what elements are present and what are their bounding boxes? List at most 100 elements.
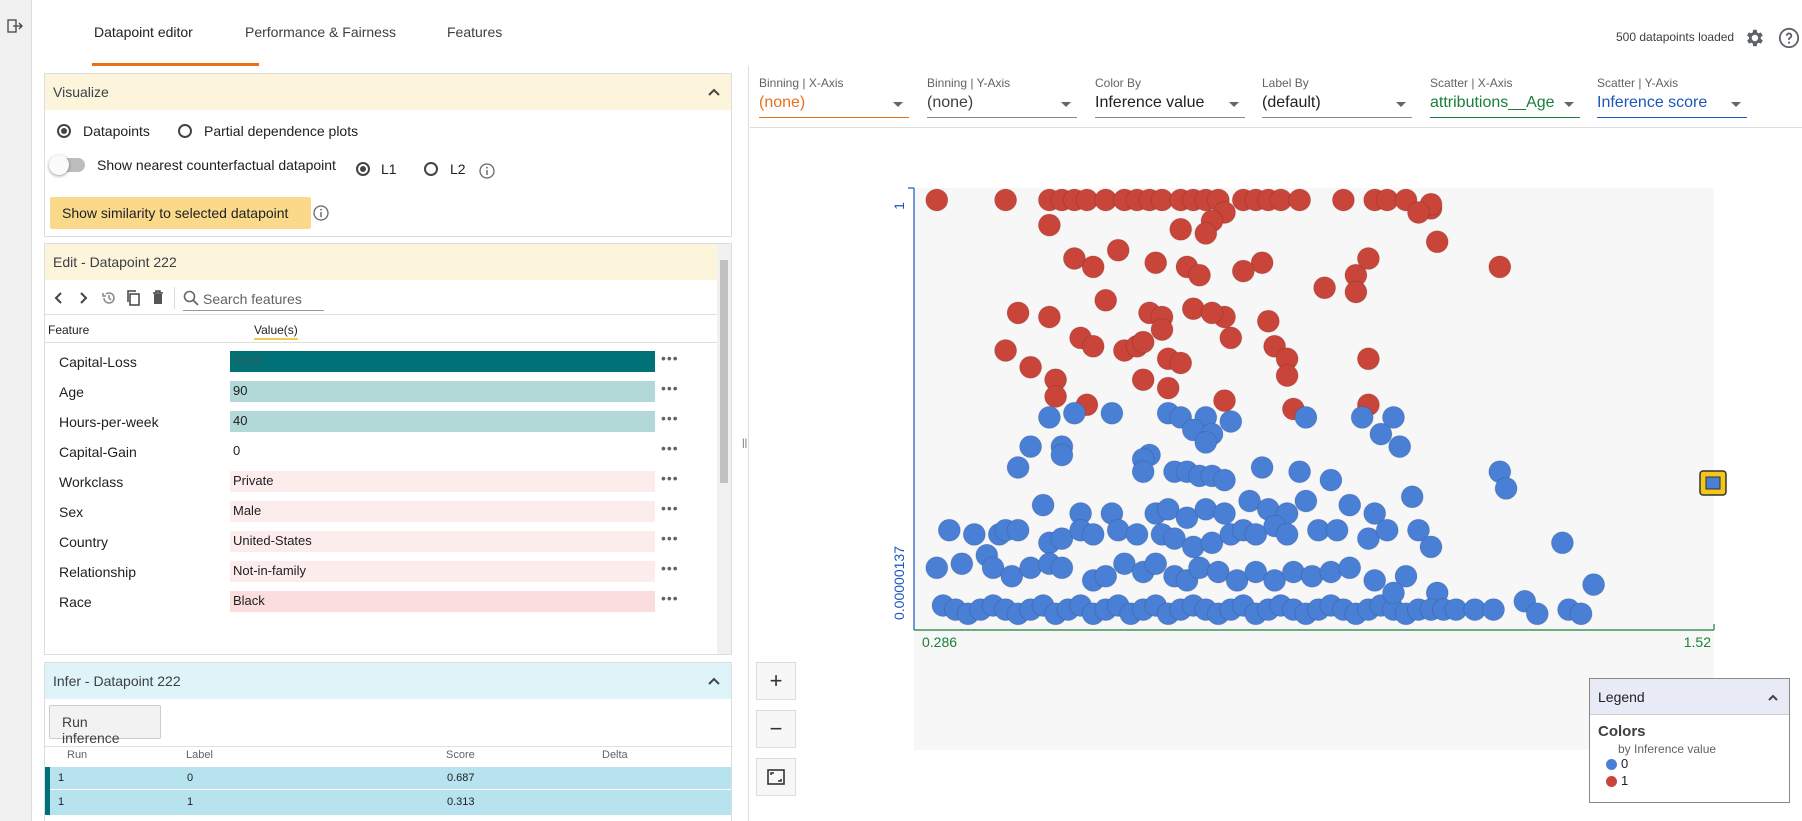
- scatter-point-1[interactable]: [1131, 330, 1155, 354]
- scatter-point-0[interactable]: [1550, 531, 1574, 555]
- scatter-plot[interactable]: 0.286 1.52 1 0.00000137: [750, 128, 1802, 821]
- scatter-point-0[interactable]: [1375, 518, 1399, 542]
- legend-collapse-chevron-icon[interactable]: [1767, 692, 1779, 704]
- run-inference-button[interactable]: Run inference: [49, 705, 161, 746]
- scatter-point-0[interactable]: [1031, 493, 1055, 517]
- scatter-point-0[interactable]: [1050, 443, 1074, 467]
- scatter-point-0[interactable]: [1125, 522, 1149, 546]
- scatter-point-0[interactable]: [1356, 527, 1380, 551]
- scatter-point-0[interactable]: [1525, 602, 1549, 626]
- scatter-point-0[interactable]: [1050, 556, 1074, 580]
- scatter-point-0[interactable]: [1000, 564, 1024, 588]
- scatter-point-0[interactable]: [1156, 497, 1180, 521]
- legend-header[interactable]: Legend: [1590, 679, 1789, 715]
- visualize-header[interactable]: Visualize: [45, 74, 731, 110]
- scatter-point-0[interactable]: [1188, 556, 1211, 580]
- values-column-header[interactable]: Value(s): [254, 323, 298, 340]
- scatter-point-1[interactable]: [1062, 247, 1086, 270]
- more-options-icon[interactable]: •••: [661, 500, 679, 516]
- more-options-icon[interactable]: •••: [661, 440, 679, 456]
- scatter-point-1[interactable]: [1169, 217, 1193, 241]
- scatter-point-0[interactable]: [1350, 405, 1374, 429]
- scatter-point-1[interactable]: [1169, 351, 1193, 375]
- edit-scrollbar[interactable]: [717, 244, 731, 654]
- binning-x-axis-select[interactable]: Binning | X-Axis (none): [759, 76, 909, 118]
- radio-datapoints[interactable]: [57, 124, 71, 138]
- scatter-point-0[interactable]: [1300, 564, 1324, 588]
- scatter-point-1[interactable]: [994, 188, 1018, 212]
- radio-l2[interactable]: [424, 162, 438, 176]
- scatter-point-0[interactable]: [1275, 522, 1299, 546]
- copy-icon[interactable]: [125, 289, 141, 307]
- scatter-point-0[interactable]: [1238, 489, 1262, 513]
- scatter-point-0[interactable]: [1250, 456, 1274, 479]
- scatter-point-0[interactable]: [1569, 602, 1593, 626]
- scatter-point-0[interactable]: [1081, 522, 1105, 546]
- scatter-point-0[interactable]: [1037, 405, 1061, 429]
- scatter-point-1[interactable]: [925, 188, 949, 212]
- drag-handle-icon[interactable]: [1699, 470, 1727, 496]
- exit-icon[interactable]: [7, 18, 23, 34]
- radio-partial-dependence[interactable]: [178, 124, 192, 138]
- scatter-point-1[interactable]: [1313, 276, 1337, 300]
- scatter-point-1[interactable]: [1219, 326, 1243, 350]
- more-options-icon[interactable]: •••: [661, 380, 679, 396]
- scatter-point-1[interactable]: [1150, 318, 1174, 342]
- scatter-point-1[interactable]: [1144, 251, 1168, 275]
- scatter-point-0[interactable]: [1263, 568, 1287, 592]
- scatter-point-0[interactable]: [1019, 556, 1043, 580]
- more-options-icon[interactable]: •••: [661, 590, 679, 606]
- scatter-point-0[interactable]: [1181, 535, 1205, 559]
- tab-performance-fairness[interactable]: Performance & Fairness: [245, 24, 396, 40]
- previous-icon[interactable]: [53, 291, 65, 305]
- radio-l1[interactable]: [356, 162, 370, 176]
- infer-collapse-chevron-icon[interactable]: [707, 674, 721, 688]
- scatter-point-0[interactable]: [1100, 401, 1124, 425]
- collapse-chevron-icon[interactable]: [707, 85, 721, 99]
- scatter-point-0[interactable]: [981, 556, 1005, 580]
- scatter-point-0[interactable]: [1382, 405, 1405, 429]
- scatter-point-0[interactable]: [1388, 435, 1412, 459]
- color-by-select[interactable]: Color By Inference value: [1095, 76, 1245, 118]
- more-options-icon[interactable]: •••: [661, 350, 679, 366]
- scatter-point-1[interactable]: [1044, 385, 1068, 408]
- scatter-point-1[interactable]: [1250, 251, 1274, 275]
- feature-value-input[interactable]: 90: [230, 381, 655, 402]
- scatter-point-0[interactable]: [937, 518, 961, 542]
- scatter-point-0[interactable]: [1213, 502, 1236, 525]
- scatter-point-0[interactable]: [1225, 568, 1249, 592]
- scatter-point-0[interactable]: [1106, 518, 1130, 542]
- scatter-point-1[interactable]: [1231, 259, 1255, 283]
- scatter-point-0[interactable]: [1006, 456, 1030, 479]
- scatter-point-0[interactable]: [1288, 460, 1312, 484]
- scatter-point-0[interactable]: [1338, 493, 1362, 517]
- scatter-point-0[interactable]: [1394, 564, 1418, 588]
- scatter-point-1[interactable]: [1488, 255, 1512, 279]
- info-icon[interactable]: [479, 163, 495, 179]
- scatter-point-0[interactable]: [1294, 405, 1318, 429]
- scatter-point-0[interactable]: [962, 522, 986, 546]
- scatter-point-0[interactable]: [1194, 497, 1218, 521]
- scatter-point-1[interactable]: [1131, 368, 1155, 392]
- scatter-point-0[interactable]: [1163, 527, 1186, 551]
- scatter-point-0[interactable]: [1206, 560, 1230, 584]
- binning-y-axis-select[interactable]: Binning | Y-Axis (none): [927, 76, 1077, 118]
- scatter-point-0[interactable]: [1175, 506, 1199, 530]
- similarity-info-icon[interactable]: [313, 205, 329, 221]
- scatter-point-0[interactable]: [1494, 476, 1518, 500]
- scatter-point-0[interactable]: [1407, 518, 1430, 542]
- more-options-icon[interactable]: •••: [661, 530, 679, 546]
- scatter-point-0[interactable]: [1419, 535, 1443, 559]
- scatter-point-0[interactable]: [1281, 560, 1305, 584]
- zoom-out-button[interactable]: −: [756, 710, 796, 748]
- tab-features[interactable]: Features: [447, 24, 503, 40]
- scatter-point-0[interactable]: [1363, 502, 1387, 525]
- scatter-point-0[interactable]: [1244, 560, 1268, 584]
- scatter-point-0[interactable]: [950, 552, 974, 576]
- zoom-in-button[interactable]: +: [756, 662, 796, 700]
- scatter-point-1[interactable]: [1006, 301, 1030, 325]
- more-options-icon[interactable]: •••: [661, 410, 679, 426]
- scatter-point-1[interactable]: [1194, 221, 1218, 245]
- scatter-point-0[interactable]: [1200, 531, 1224, 555]
- more-options-icon[interactable]: •••: [661, 560, 679, 576]
